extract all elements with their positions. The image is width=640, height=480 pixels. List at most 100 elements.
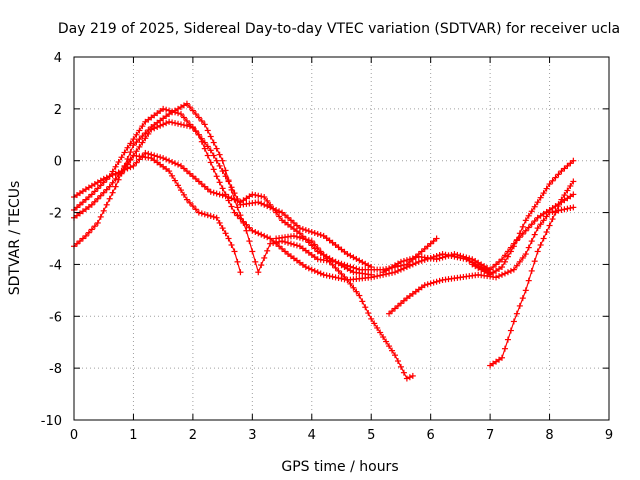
satellite-track-8-marker xyxy=(501,252,508,259)
satellite-track-10-marker xyxy=(501,345,508,352)
satellite-track-7-marker xyxy=(424,281,431,288)
satellite-track-8-marker xyxy=(445,252,452,259)
satellite-track-4-marker xyxy=(112,163,119,170)
satellite-track-10-marker xyxy=(546,222,553,229)
satellite-track-3-marker xyxy=(94,219,101,226)
satellite-track-5-marker xyxy=(234,258,241,265)
satellite-track-4-marker xyxy=(311,267,318,274)
satellite-track-8-marker xyxy=(439,254,446,261)
satellite-track-3-marker xyxy=(219,157,226,164)
satellite-track-7-marker xyxy=(507,267,514,274)
satellite-track-4-marker xyxy=(406,262,413,269)
satellite-track-5-marker xyxy=(186,199,193,206)
satellite-track-1-marker xyxy=(172,120,179,127)
satellite-track-6-marker xyxy=(326,258,333,265)
satellite-track-4-marker xyxy=(326,273,333,280)
satellite-track-5-marker xyxy=(183,196,190,203)
y-tick-label: 0 xyxy=(54,155,62,170)
satellite-track-10-marker xyxy=(525,277,532,284)
satellite-track-10-marker xyxy=(510,318,517,325)
y-tick-label: 4 xyxy=(54,51,62,66)
x-tick-label: 7 xyxy=(486,428,494,443)
satellite-track-4-marker xyxy=(198,138,205,145)
satellite-track-4-marker xyxy=(219,185,226,192)
satellite-track-4-marker xyxy=(392,269,398,276)
satellite-track-1-marker xyxy=(299,226,306,233)
satellite-track-4-marker xyxy=(204,152,211,159)
satellite-track-4-marker xyxy=(130,136,137,143)
x-tick-label: 6 xyxy=(427,428,435,443)
satellite-track-1-marker xyxy=(136,143,143,150)
satellite-track-9-marker xyxy=(516,230,523,237)
satellite-track-10-marker xyxy=(504,336,511,343)
satellite-track-6-marker xyxy=(323,255,330,262)
satellite-track-9-marker xyxy=(570,157,577,164)
satellite-track-2-marker xyxy=(258,193,265,200)
satellite-track-1-marker xyxy=(139,139,146,146)
satellite-track-5-marker xyxy=(192,206,199,213)
satellite-track-4-marker xyxy=(201,145,208,152)
satellite-track-6-marker xyxy=(353,288,360,295)
satellite-track-2-marker xyxy=(172,160,179,167)
satellite-track-4-marker xyxy=(195,131,202,138)
satellite-track-10-marker xyxy=(537,241,544,248)
satellite-track-3-marker xyxy=(287,240,294,247)
satellite-track-9-marker xyxy=(543,185,550,192)
satellite-track-3-marker xyxy=(285,239,291,246)
satellite-track-9-marker xyxy=(513,236,520,243)
satellite-track-6-marker xyxy=(394,358,401,365)
x-tick-label: 9 xyxy=(605,428,613,443)
satellite-track-9-marker xyxy=(522,217,529,224)
satellite-track-3-marker xyxy=(249,248,256,255)
satellite-track-4-marker xyxy=(163,106,170,113)
satellite-track-2-marker xyxy=(216,191,223,198)
satellite-track-2-marker xyxy=(267,201,274,208)
satellite-track-4-marker xyxy=(124,144,131,151)
satellite-track-1-marker xyxy=(258,200,265,207)
y-tick-label: -8 xyxy=(49,362,62,377)
satellite-track-7-marker xyxy=(540,217,547,224)
satellite-track-3-marker xyxy=(183,100,190,107)
satellite-track-8-marker xyxy=(406,256,413,263)
satellite-track-8-marker xyxy=(397,258,404,265)
satellite-track-4-marker xyxy=(320,271,327,278)
satellite-track-4-marker xyxy=(91,188,98,195)
satellite-track-3-marker xyxy=(204,127,211,134)
satellite-track-7-marker xyxy=(564,205,571,212)
x-tick-label: 5 xyxy=(367,428,375,443)
satellite-track-3-marker xyxy=(222,167,229,174)
satellite-track-6-marker xyxy=(374,324,381,331)
satellite-track-4-marker xyxy=(139,123,146,130)
satellite-track-3-marker xyxy=(112,183,119,190)
satellite-track-9-marker xyxy=(507,248,514,255)
x-tick-label: 4 xyxy=(308,428,316,443)
satellite-track-3-marker xyxy=(234,204,241,211)
satellite-track-6-marker xyxy=(302,236,309,243)
satellite-track-4-marker xyxy=(246,224,253,231)
satellite-track-1-marker xyxy=(261,201,268,208)
satellite-track-9-marker xyxy=(537,194,544,201)
satellite-track-6-marker xyxy=(293,233,300,240)
satellite-track-8-marker xyxy=(463,254,470,261)
satellite-track-6-marker xyxy=(329,261,336,268)
satellite-track-9-marker xyxy=(540,190,547,197)
satellite-track-5-marker xyxy=(231,248,238,255)
satellite-track-2-marker xyxy=(210,189,217,196)
satellite-track-9-marker xyxy=(499,264,505,271)
satellite-track-5-marker xyxy=(175,182,182,189)
satellite-track-4-marker xyxy=(305,265,312,272)
satellite-track-7-marker xyxy=(528,238,535,245)
satellite-track-4-marker xyxy=(415,258,422,265)
satellite-track-5-marker xyxy=(207,213,214,220)
satellite-track-7-marker xyxy=(519,254,526,261)
satellite-track-6-marker xyxy=(311,241,318,248)
satellite-track-4-marker xyxy=(377,272,384,279)
satellite-track-3-marker xyxy=(136,136,143,143)
satellite-track-7-marker xyxy=(496,273,503,280)
grid-layer xyxy=(74,57,609,420)
satellite-track-5-marker xyxy=(228,241,235,248)
satellite-track-4-marker xyxy=(210,166,217,173)
satellite-track-4-marker xyxy=(189,124,196,131)
satellite-track-10-marker xyxy=(513,310,520,317)
satellite-track-5-marker xyxy=(204,212,211,219)
